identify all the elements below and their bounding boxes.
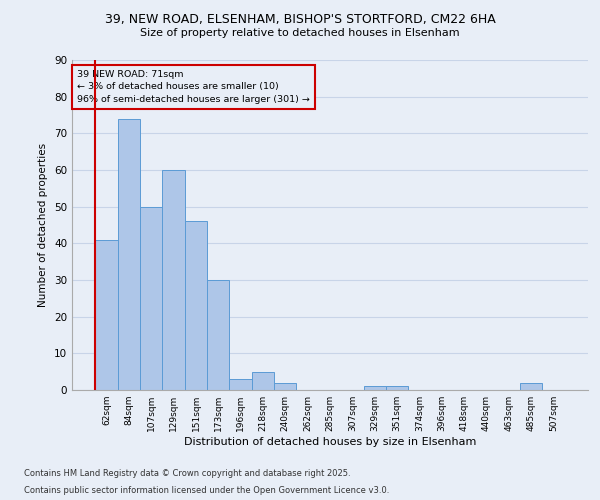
- Bar: [185, 222, 207, 390]
- Text: Contains public sector information licensed under the Open Government Licence v3: Contains public sector information licen…: [24, 486, 389, 495]
- Text: Contains HM Land Registry data © Crown copyright and database right 2025.: Contains HM Land Registry data © Crown c…: [24, 468, 350, 477]
- Y-axis label: Number of detached properties: Number of detached properties: [38, 143, 49, 307]
- Bar: [364, 386, 386, 390]
- Text: 39, NEW ROAD, ELSENHAM, BISHOP'S STORTFORD, CM22 6HA: 39, NEW ROAD, ELSENHAM, BISHOP'S STORTFO…: [104, 12, 496, 26]
- Bar: [207, 280, 229, 390]
- X-axis label: Distribution of detached houses by size in Elsenham: Distribution of detached houses by size …: [184, 437, 476, 447]
- Bar: [140, 206, 163, 390]
- Bar: [520, 382, 542, 390]
- Bar: [118, 118, 140, 390]
- Bar: [163, 170, 185, 390]
- Bar: [252, 372, 274, 390]
- Text: Size of property relative to detached houses in Elsenham: Size of property relative to detached ho…: [140, 28, 460, 38]
- Text: 39 NEW ROAD: 71sqm
← 3% of detached houses are smaller (10)
96% of semi-detached: 39 NEW ROAD: 71sqm ← 3% of detached hous…: [77, 70, 310, 104]
- Bar: [229, 379, 252, 390]
- Bar: [386, 386, 408, 390]
- Bar: [274, 382, 296, 390]
- Bar: [95, 240, 118, 390]
